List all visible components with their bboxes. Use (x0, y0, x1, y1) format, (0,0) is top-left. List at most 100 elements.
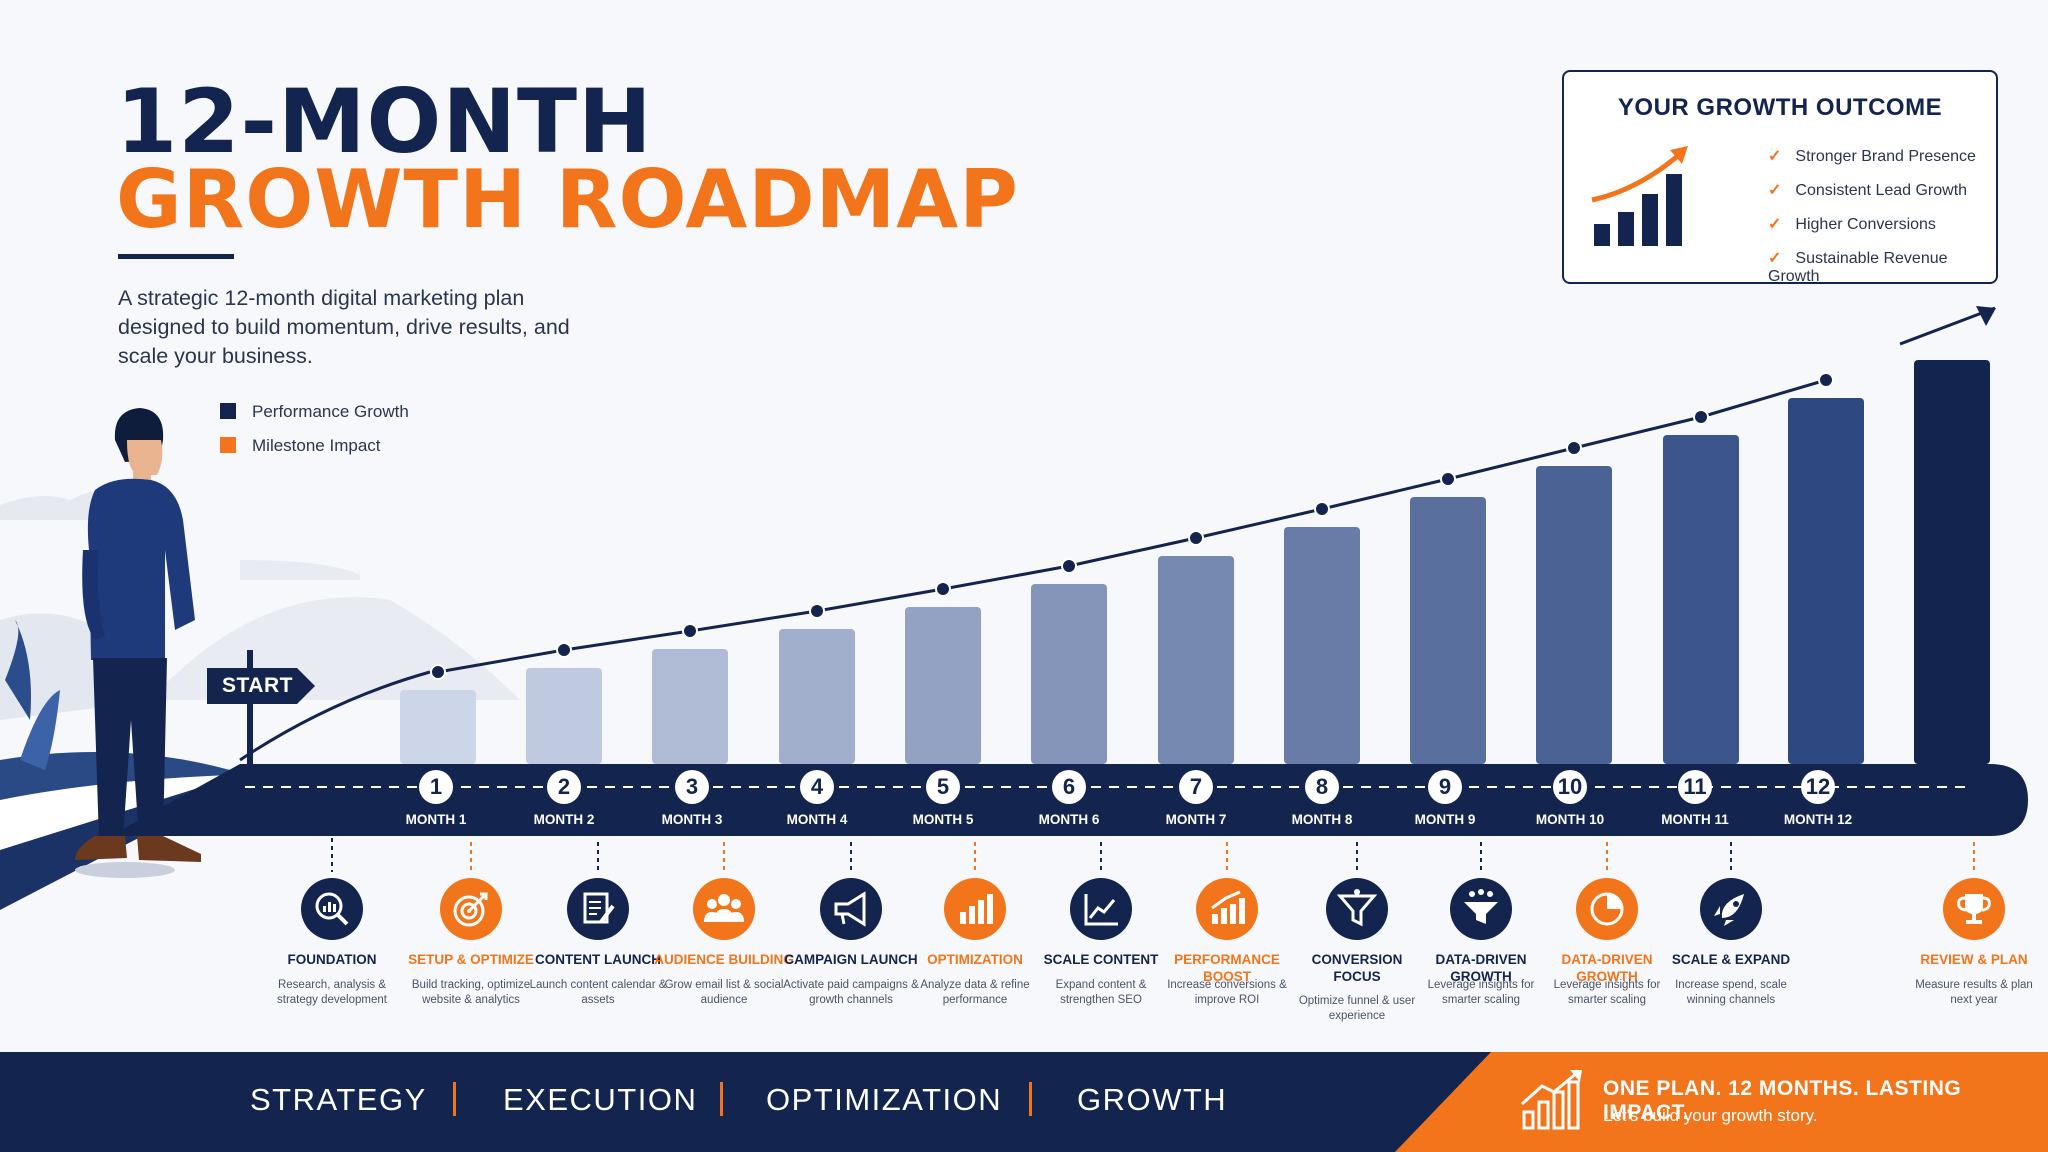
milestone-description: Leverage insights for smarter scaling (1553, 979, 1661, 1006)
growth-bar (905, 607, 981, 764)
growth-bar (652, 649, 728, 764)
legend-item-milestone: Milestone Impact (220, 436, 381, 456)
month-label: MONTH 2 (533, 812, 595, 827)
trend-point (1818, 372, 1834, 388)
outcome-item: ✓ Higher Conversions (1768, 216, 1936, 233)
footer-separator (1029, 1082, 1032, 1116)
milestone-description: Analyze data & refine performance (920, 979, 1030, 1006)
magnifier-chart-icon (301, 878, 363, 940)
month-label: MONTH 1 (405, 812, 467, 827)
milestone-title: CAMPAIGN LAUNCH (784, 952, 918, 967)
milestone-title: SCALE & EXPAND (1671, 952, 1791, 967)
footer-word-strategy: STRATEGY (250, 1082, 427, 1117)
footer-separator (720, 1082, 723, 1116)
outcome-item: ✓ Sustainable Revenue Growth (1768, 250, 1948, 285)
milestone-title: AUDIENCE BUILDING (654, 952, 794, 967)
month-label: MONTH 6 (1038, 812, 1100, 827)
milestone-description: Research, analysis & strategy developmen… (277, 979, 387, 1006)
month-number-badge: 8 (1305, 770, 1339, 804)
outcome-item: ✓ Stronger Brand Presence (1768, 148, 1976, 165)
trend-point (1566, 440, 1582, 456)
check-icon: ✓ (1768, 250, 1782, 267)
growth-bar (526, 668, 602, 764)
growth-outcome-card: YOUR GROWTH OUTCOME ✓ Stronger Brand Pres… (1562, 70, 1998, 285)
milestone-description: Increase conversions & improve ROI (1167, 979, 1287, 1006)
growth-bar (1410, 497, 1486, 764)
check-icon: ✓ (1768, 216, 1782, 233)
people-icon (693, 878, 755, 940)
trend-point (556, 642, 572, 658)
month-number-badge: 11 (1678, 770, 1712, 804)
footer-tagline: ONE PLAN. 12 MONTHS. LASTING IMPACT. (1603, 1077, 1962, 1124)
month-number-badge: 7 (1179, 770, 1213, 804)
month-label: MONTH 10 (1535, 812, 1605, 827)
legend-label: Performance Growth (252, 402, 409, 421)
title-underline (118, 254, 234, 259)
growth-bar (1536, 466, 1612, 764)
businessman-figure (75, 408, 201, 878)
trophy-icon (1943, 878, 2005, 940)
trend-point (1314, 501, 1330, 517)
month-number-badge: 10 (1553, 770, 1587, 804)
milestone-description: Build tracking, optimize website & analy… (411, 979, 531, 1006)
pie-chart-icon (1576, 878, 1638, 940)
trend-point (682, 623, 698, 639)
check-icon: ✓ (1768, 148, 1782, 165)
legend-item-performance: Performance Growth (220, 402, 409, 422)
outcome-title: YOUR GROWTH OUTCOME (1617, 94, 1943, 121)
document-pen-icon (567, 878, 629, 940)
month-label: MONTH 11 (1661, 812, 1729, 827)
month-number-badge: 5 (926, 770, 960, 804)
footer-word-execution: EXECUTION (503, 1082, 698, 1117)
milestone-description: Activate paid campaigns & growth channel… (783, 979, 919, 1006)
milestone-title: REVIEW & PLAN (1920, 952, 2028, 967)
milestone-description: Optimize funnel & user experience (1298, 995, 1416, 1022)
rocket-icon (1700, 878, 1762, 940)
milestone-title: SETUP & OPTIMIZE (408, 952, 534, 967)
month-label: MONTH 12 (1783, 812, 1853, 827)
milestone-title: CONVERSION FOCUS (1311, 952, 1403, 984)
footer-tagline-sub: Let's build your growth story. (1603, 1106, 1818, 1125)
milestone-description: Expand content & strengthen SEO (1055, 979, 1147, 1006)
month-number-badge: 3 (675, 770, 709, 804)
line-chart-icon (1070, 878, 1132, 940)
milestone-description: Grow email list & social audience (664, 979, 784, 1006)
trend-point (1693, 409, 1709, 425)
outcome-item: ✓ Consistent Lead Growth (1768, 182, 1968, 199)
month-number-badge: 4 (800, 770, 834, 804)
trend-point (430, 664, 446, 680)
milestone-title: OPTIMIZATION (927, 952, 1023, 967)
month-number-badge: 2 (547, 770, 581, 804)
growth-bar (1914, 360, 1990, 764)
page-title-line2: GROWTH ROADMAP (116, 153, 1019, 246)
legend-swatch-orange (220, 437, 236, 453)
month-number-badge: 6 (1052, 770, 1086, 804)
milestone-title: PERFORMANCE BOOST (1174, 952, 1280, 984)
milestone-title: CONTENT LAUNCH (535, 952, 661, 967)
growth-bar (1788, 398, 1864, 764)
growth-bar (1284, 527, 1360, 764)
footer-word-optimization: OPTIMIZATION (766, 1082, 1003, 1117)
megaphone-icon (820, 878, 882, 940)
growth-chart-icon (1591, 146, 1688, 246)
milestone-description: Measure results & plan next year (1915, 979, 2033, 1006)
target-icon (440, 878, 502, 940)
start-label: START (222, 674, 293, 697)
month-label: MONTH 5 (912, 812, 974, 827)
growth-chart-icon (1196, 878, 1258, 940)
milestone-title: DATA-DRIVEN GROWTH (1435, 952, 1527, 984)
milestone-title: SCALE CONTENT (1043, 952, 1159, 967)
footer-word-growth: GROWTH (1077, 1082, 1228, 1117)
trend-point (1440, 471, 1456, 487)
growth-bar (1158, 556, 1234, 764)
milestone-description: Leverage insights for smarter scaling (1427, 979, 1535, 1006)
growth-bar (779, 629, 855, 764)
growth-bar (400, 690, 476, 764)
milestone-title: FOUNDATION (287, 952, 377, 967)
growth-bar (1031, 584, 1107, 764)
milestone-description: Launch content calendar & assets (529, 979, 667, 1006)
page-subtitle: A strategic 12-month digital marketing p… (118, 286, 570, 368)
legend-label: Milestone Impact (252, 436, 381, 455)
month-label: MONTH 8 (1291, 812, 1353, 827)
milestone-description: Increase spend, scale winning channels (1675, 979, 1787, 1006)
